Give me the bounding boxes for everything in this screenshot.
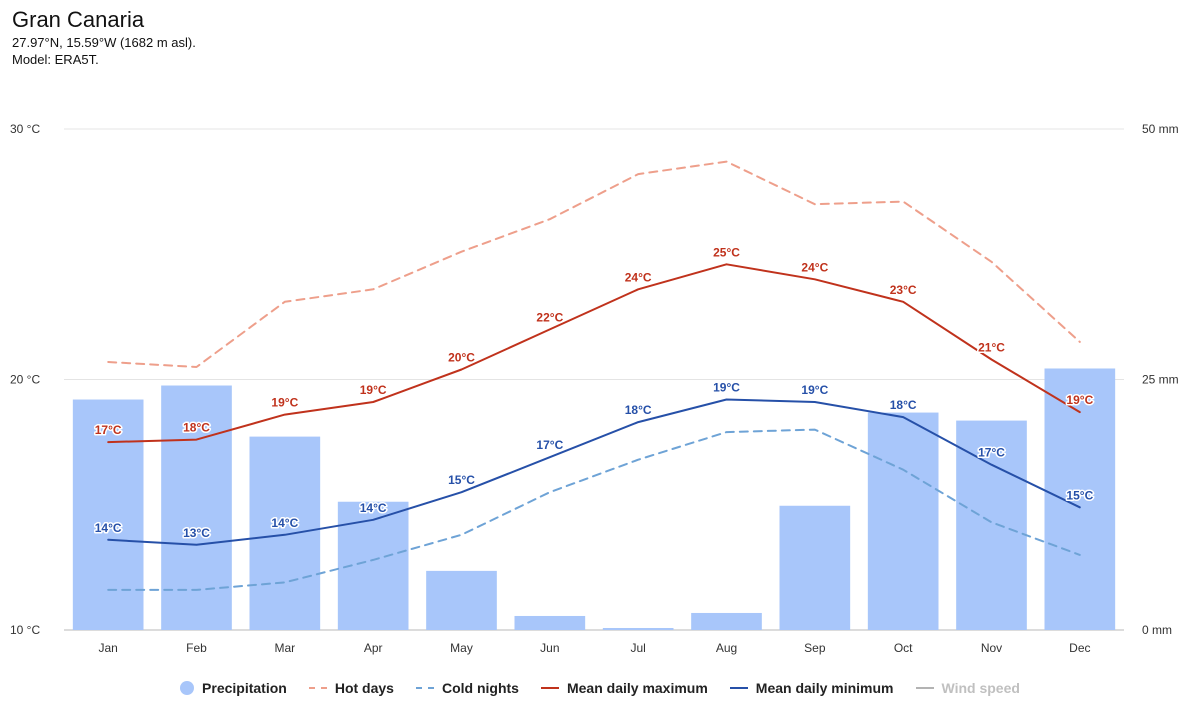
x-tick-label: Dec bbox=[1069, 641, 1090, 655]
x-tick-label: Oct bbox=[894, 641, 913, 655]
data-label: 18°C bbox=[890, 398, 917, 412]
legend-label: Hot days bbox=[334, 680, 394, 696]
y-right-tick-label: 25 mm bbox=[1142, 373, 1179, 387]
x-tick-label: May bbox=[450, 641, 473, 655]
precipitation-bar[interactable] bbox=[867, 412, 939, 630]
legend-symbol bbox=[180, 681, 195, 695]
legend-symbol bbox=[729, 687, 748, 689]
legend-item-precipitation[interactable]: Precipitation bbox=[180, 680, 287, 696]
x-tick-label: Aug bbox=[716, 641, 737, 655]
grid-layer bbox=[64, 128, 1124, 631]
data-label: 24°C bbox=[801, 260, 828, 274]
precipitation-bar[interactable] bbox=[956, 420, 1027, 630]
data-label: 19°C bbox=[801, 383, 828, 397]
x-tick-label: Mar bbox=[274, 641, 295, 655]
y-left-tick-label: 10 °C bbox=[10, 623, 40, 637]
x-tick-label: Jun bbox=[540, 641, 559, 655]
data-label: 17°C bbox=[536, 438, 563, 452]
x-tick-label: Apr bbox=[364, 641, 383, 655]
x-tick-label: Feb bbox=[186, 641, 207, 655]
legend-label: Wind speed bbox=[941, 680, 1020, 696]
climate-chart: 10 °C 20 °C 30 °C 0 mm 25 mm 50 mm Jan Feb Mar Ap… bbox=[10, 122, 1179, 655]
x-tick-label: Nov bbox=[981, 641, 1002, 655]
legend-symbol bbox=[308, 687, 327, 689]
x-tick-label: Jan bbox=[98, 641, 117, 655]
data-label: 15°C bbox=[448, 473, 475, 487]
data-label: 19°C bbox=[271, 396, 298, 410]
y-right-tick-label: 0 mm bbox=[1142, 623, 1172, 637]
mean-daily-minimum-line[interactable] bbox=[107, 398, 1081, 546]
precipitation-bar[interactable] bbox=[602, 627, 674, 630]
data-label: 14°C bbox=[360, 501, 387, 515]
x-tick-label: Sep bbox=[804, 641, 826, 655]
data-label: 13°C bbox=[183, 526, 210, 540]
precipitation-bar[interactable] bbox=[72, 399, 144, 630]
data-label: 23°C bbox=[890, 283, 917, 297]
legend-item-mean-daily-minimum[interactable]: Mean daily minimum bbox=[729, 680, 894, 696]
precipitation-bar[interactable] bbox=[691, 612, 762, 630]
mean-daily-maximum-line[interactable] bbox=[107, 263, 1081, 444]
precipitation-bar[interactable] bbox=[249, 436, 321, 630]
legend-item-mean-daily-maximum[interactable]: Mean daily maximum bbox=[540, 680, 708, 696]
legend-symbol bbox=[915, 687, 934, 689]
legend-item-hot-days[interactable]: Hot days bbox=[308, 680, 394, 696]
data-label: 15°C bbox=[1066, 488, 1093, 502]
legend: Precipitation Hot days Cold nights Mean dai… bbox=[0, 676, 1200, 700]
y-right-tick-label: 50 mm bbox=[1142, 122, 1179, 136]
legend-symbol bbox=[415, 687, 434, 689]
x-tick-label: Jul bbox=[630, 641, 645, 655]
model-text: Model: ERA5T. bbox=[12, 52, 99, 67]
precipitation-bars[interactable] bbox=[72, 368, 1116, 630]
data-label: 19°C bbox=[713, 381, 740, 395]
legend-label: Cold nights bbox=[441, 680, 519, 696]
legend-label: Precipitation bbox=[202, 680, 287, 696]
data-label: 19°C bbox=[360, 383, 387, 397]
legend-item-wind-speed[interactable]: Wind speed bbox=[915, 680, 1020, 696]
data-label: 18°C bbox=[625, 403, 652, 417]
data-label: 14°C bbox=[271, 516, 298, 530]
data-label: 14°C bbox=[95, 521, 122, 535]
legend-symbol bbox=[540, 687, 559, 689]
legend-label: Mean daily minimum bbox=[755, 680, 894, 696]
data-label: 20°C bbox=[448, 350, 475, 364]
data-labels: 17°C 18°C 19°C 19°C 20°C 22°C 24°C 25°C 24°C 23°C… bbox=[93, 244, 1095, 542]
y-left-tick-label: 20 °C bbox=[10, 373, 40, 387]
precipitation-bar[interactable] bbox=[779, 505, 851, 630]
cold-nights-line[interactable] bbox=[107, 428, 1081, 591]
data-label: 18°C bbox=[183, 421, 210, 435]
axis-labels: 10 °C 20 °C 30 °C 0 mm 25 mm 50 mm Jan Feb Mar Ap… bbox=[10, 122, 1179, 655]
line-series[interactable] bbox=[107, 160, 1081, 591]
data-label: 25°C bbox=[713, 245, 740, 259]
hot-days-line[interactable] bbox=[107, 160, 1081, 368]
location-text: 27.97°N, 15.59°W (1682 m asl). bbox=[12, 35, 196, 50]
precipitation-bar[interactable] bbox=[514, 615, 586, 630]
data-label: 19°C bbox=[1066, 393, 1093, 407]
data-label: 22°C bbox=[536, 310, 563, 324]
legend-item-cold-nights[interactable]: Cold nights bbox=[415, 680, 519, 696]
chart-header: Gran Canaria 27.97°N, 15.59°W (1682 m as… bbox=[12, 6, 196, 68]
data-label: 17°C bbox=[978, 446, 1005, 460]
data-label: 21°C bbox=[978, 340, 1005, 354]
legend-label: Mean daily maximum bbox=[566, 680, 708, 696]
y-left-tick-label: 30 °C bbox=[10, 122, 40, 136]
data-label: 24°C bbox=[625, 270, 652, 284]
precipitation-bar[interactable] bbox=[426, 570, 497, 630]
data-label: 17°C bbox=[95, 423, 122, 437]
chart-title: Gran Canaria bbox=[12, 7, 145, 32]
